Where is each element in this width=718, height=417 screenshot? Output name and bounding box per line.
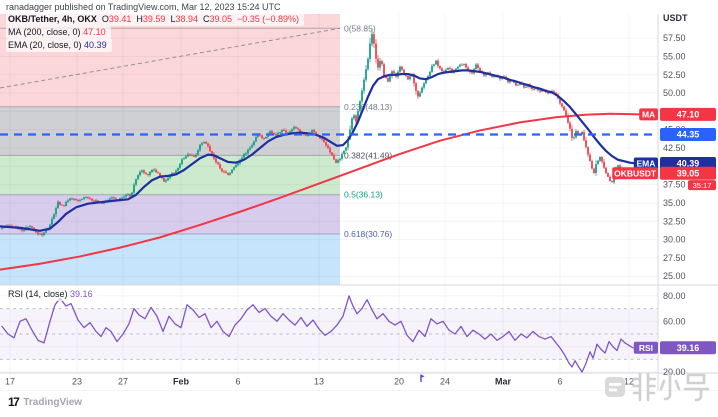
chart-footer: 17 TradingView	[0, 391, 718, 417]
svg-text:40.39: 40.39	[677, 159, 700, 169]
svg-text:MA: MA	[642, 109, 655, 119]
watermark-text-strokes	[631, 371, 710, 402]
svg-text:35:17: 35:17	[693, 181, 712, 190]
svg-text:20.00: 20.00	[663, 367, 686, 377]
svg-text:57.50: 57.50	[663, 33, 686, 43]
svg-text:24: 24	[440, 377, 450, 387]
svg-text:39.05: 39.05	[677, 169, 700, 179]
legend-rsi-row[interactable]: RSI (14, close) 39.16	[6, 288, 98, 301]
svg-text:0.382(41.49): 0.382(41.49)	[344, 150, 392, 160]
svg-text:37.50: 37.50	[663, 180, 686, 190]
open-value: 39.41	[108, 14, 132, 24]
svg-text:60.00: 60.00	[663, 316, 686, 326]
chart-legend: OKB/Tether, 4h, OKX O39.41 H39.59 L38.94 C39…	[6, 13, 305, 52]
svg-text:23: 23	[72, 377, 82, 387]
price-tag-hline[interactable]: 44.35	[660, 127, 716, 141]
ma-value: 47.10	[83, 27, 106, 37]
rsi-line[interactable]	[1, 295, 634, 373]
svg-text:USDT: USDT	[663, 13, 688, 23]
rsi-label: RSI (14, close)	[8, 289, 68, 299]
svg-text:17: 17	[5, 377, 15, 387]
price-tag-ema[interactable]: 40.39 EMA	[633, 156, 716, 170]
low-label: L	[170, 14, 176, 24]
price-tag-ma[interactable]: 47.10 MA	[639, 107, 716, 121]
ema-label: EMA (20, close, 0)	[8, 40, 82, 50]
svg-text:6: 6	[557, 377, 562, 387]
svg-text:20: 20	[394, 377, 404, 387]
svg-text:80.00: 80.00	[663, 291, 686, 301]
publisher-text: ranadagger published on TradingView.com,…	[6, 2, 281, 12]
publisher-bar: ranadagger published on TradingView.com,…	[0, 0, 718, 14]
low-value: 38.94	[175, 14, 198, 24]
svg-text:55.00: 55.00	[663, 51, 686, 61]
close-value: 39.05	[209, 14, 233, 24]
svg-text:52.50: 52.50	[663, 70, 686, 80]
svg-text:35.00: 35.00	[663, 198, 686, 208]
gridlines	[0, 14, 658, 373]
svg-text:25.00: 25.00	[663, 271, 686, 281]
feixiaohao-watermark: 非小号	[604, 368, 716, 413]
close-label: C	[202, 14, 210, 24]
change-value: −0.35 (−0.89%)	[237, 14, 300, 24]
svg-text:Feb: Feb	[173, 377, 190, 387]
rsi-legend: RSI (14, close) 39.16	[6, 288, 98, 301]
high-label: H	[136, 14, 143, 24]
ema-value: 40.39	[84, 40, 107, 50]
svg-text:6: 6	[235, 377, 240, 387]
rsi-tag[interactable]: 39.16 RSI	[633, 341, 716, 355]
time-axis[interactable]: 17 23 27 Feb 6 13 20 24 Mar 6 12	[5, 377, 634, 387]
open-label: O	[101, 14, 109, 24]
price-tag-okbusdt[interactable]: 39.05 OKBUSDT 35:17	[612, 166, 716, 191]
svg-text:0.5(36.13): 0.5(36.13)	[344, 190, 383, 200]
svg-text:27: 27	[118, 377, 128, 387]
ma-label: MA (200, close, 0)	[8, 27, 81, 37]
svg-text:RSI: RSI	[639, 343, 653, 353]
svg-text:0(58.85): 0(58.85)	[344, 23, 376, 33]
watermark-logo-icon	[605, 377, 625, 397]
tradingview-logo-icon[interactable]: 17	[8, 395, 20, 409]
svg-text:13: 13	[314, 377, 324, 387]
svg-text:47.10: 47.10	[677, 110, 700, 120]
legend-ema-row[interactable]: EMA (20, close, 0) 40.39	[6, 39, 112, 52]
svg-text:50.00: 50.00	[663, 88, 686, 98]
svg-text:32.50: 32.50	[663, 216, 686, 226]
svg-text:Mar: Mar	[495, 377, 512, 387]
legend-ma-row[interactable]: MA (200, close, 0) 47.10	[6, 26, 111, 39]
svg-text:EMA: EMA	[636, 158, 655, 168]
svg-text:27.50: 27.50	[663, 253, 686, 263]
svg-text:OKBUSDT: OKBUSDT	[614, 168, 657, 178]
tradingview-brand[interactable]: TradingView	[23, 396, 83, 408]
high-value: 39.59	[142, 14, 166, 24]
legend-symbol-row[interactable]: OKB/Tether, 4h, OKX O39.41 H39.59 L38.94 C39…	[6, 13, 305, 26]
svg-text:30.00: 30.00	[663, 235, 686, 245]
svg-text:44.35: 44.35	[677, 130, 700, 140]
svg-text:0.236(48.13): 0.236(48.13)	[344, 102, 392, 112]
rsi-band	[0, 308, 658, 360]
timeline-idea-marker[interactable]	[420, 374, 425, 383]
ma200-line[interactable]	[0, 112, 641, 271]
svg-text:39.16: 39.16	[677, 343, 700, 353]
fib-retracement-bands	[0, 14, 340, 285]
ema20-line[interactable]	[0, 69, 638, 232]
svg-text:42.50: 42.50	[663, 143, 686, 153]
watermark-glyphs: 非小号	[605, 371, 710, 402]
svg-text:0.618(30.76): 0.618(30.76)	[344, 229, 392, 239]
price-axis[interactable]: USDT57.5055.0052.5050.0047.5045.0042.504…	[663, 13, 688, 281]
svg-text:12: 12	[624, 377, 634, 387]
symbol-title: OKB/Tether, 4h, OKX	[8, 14, 97, 24]
rsi-value: 39.16	[70, 289, 93, 299]
